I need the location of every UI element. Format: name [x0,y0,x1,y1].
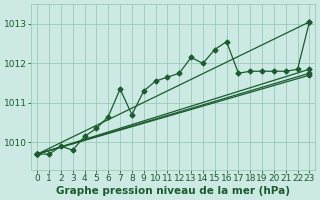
X-axis label: Graphe pression niveau de la mer (hPa): Graphe pression niveau de la mer (hPa) [56,186,290,196]
